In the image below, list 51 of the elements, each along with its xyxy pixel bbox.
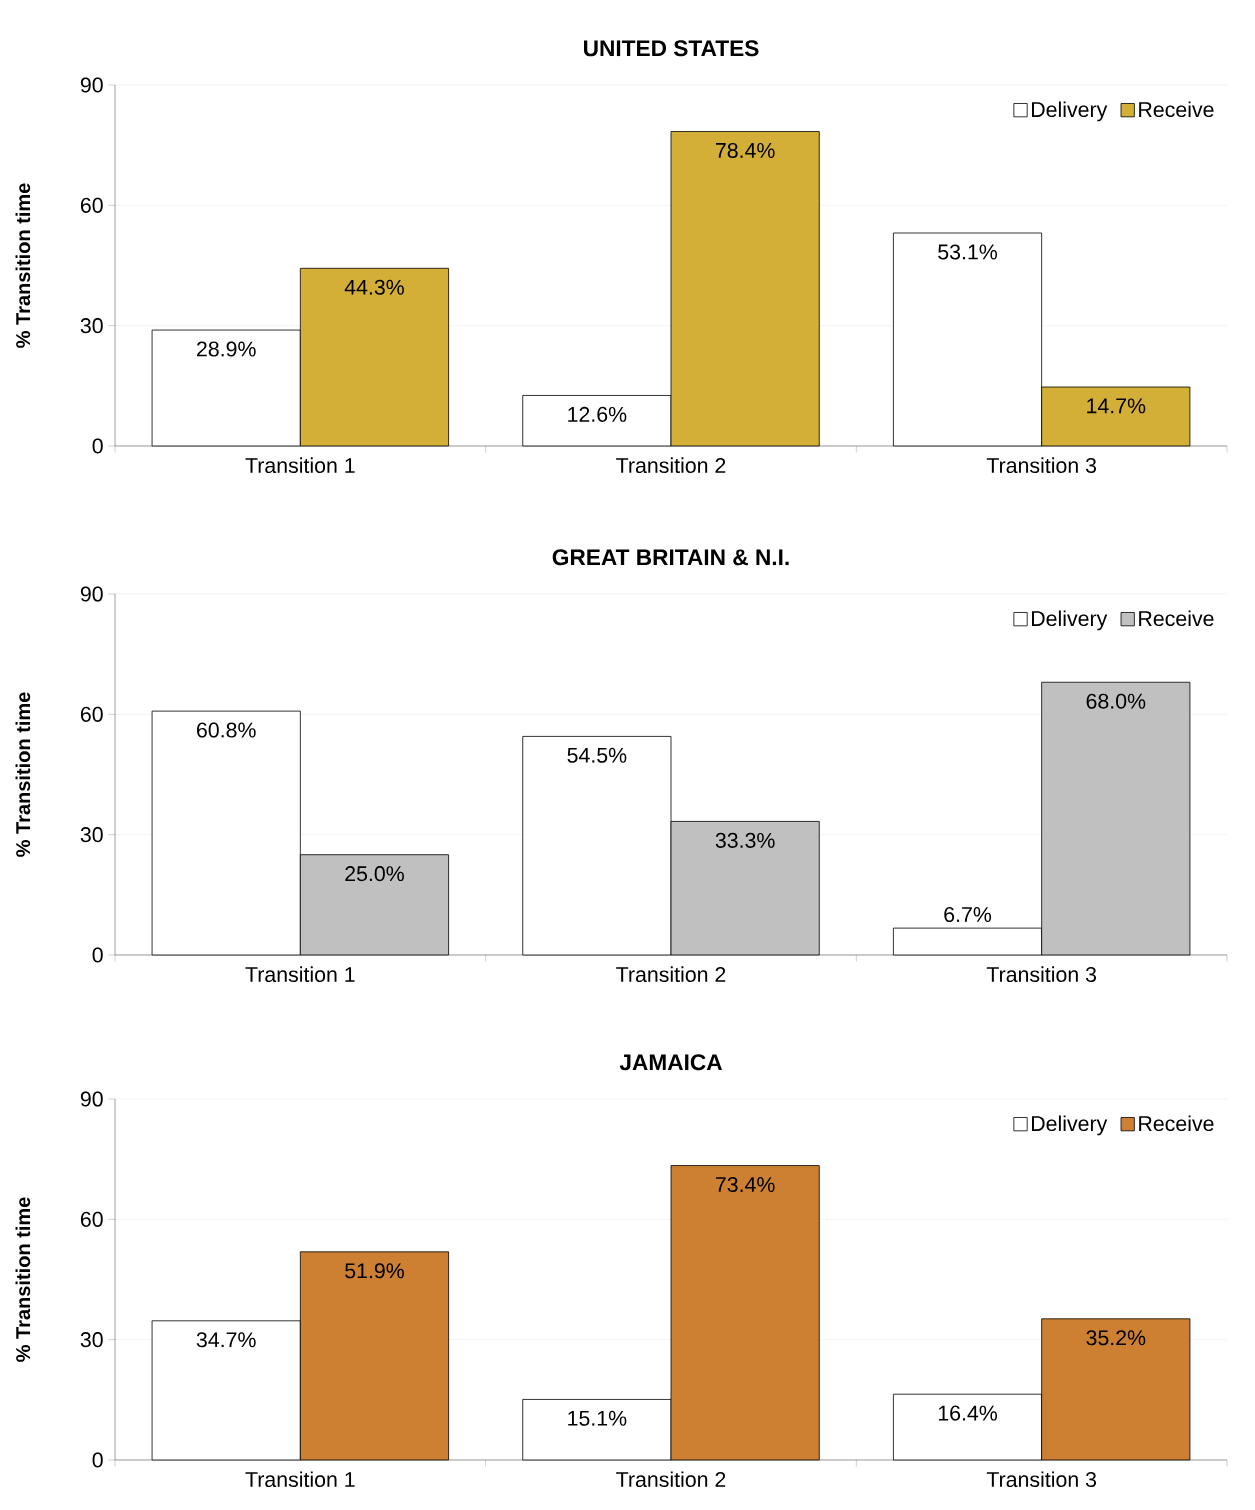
data-label: 12.6%: [568, 406, 627, 422]
y-tick-label: 60: [80, 706, 103, 722]
x-tick-label: Transition 1: [245, 457, 355, 474]
y-tick-label: 30: [80, 827, 103, 843]
x-tick-label: Transition 3: [986, 966, 1097, 983]
data-label: 33.3%: [715, 832, 775, 848]
y-axis-title: % Transition time: [15, 1197, 31, 1362]
data-label: 35.2%: [1086, 1330, 1146, 1346]
legend-label: Receive: [1139, 1115, 1214, 1132]
legend-label: Receive: [1139, 610, 1214, 627]
x-tick-label: Transition 3: [986, 1471, 1097, 1488]
x-tick-label: Transition 1: [245, 966, 355, 983]
x-tick-label: Transition 3: [986, 457, 1097, 474]
chart-title: GREAT BRITAIN & N.I.: [552, 549, 789, 566]
y-tick-label: 60: [80, 1211, 103, 1227]
data-label: 60.8%: [197, 722, 256, 738]
y-tick-label: 60: [80, 197, 103, 213]
y-axis-title: % Transition time: [15, 183, 31, 348]
x-tick-label: Transition 2: [616, 1471, 726, 1488]
x-tick-label: Transition 2: [616, 457, 726, 474]
data-label: 28.9%: [197, 341, 256, 357]
data-label: 16.4%: [938, 1405, 998, 1421]
x-tick-label: Transition 2: [616, 966, 726, 983]
y-tick-label: 90: [80, 77, 103, 93]
y-tick-label: 90: [80, 1091, 103, 1107]
y-tick-label: 30: [80, 1332, 103, 1348]
data-label: 51.9%: [345, 1263, 404, 1279]
y-tick-label: 0: [92, 1452, 103, 1468]
data-label: 54.5%: [567, 747, 627, 763]
data-label: 15.1%: [568, 1410, 627, 1426]
y-tick-label: 0: [92, 438, 103, 454]
legend-label: Receive: [1139, 101, 1214, 118]
y-tick-label: 90: [80, 586, 103, 602]
legend-label: Delivery: [1032, 101, 1108, 122]
data-label: 68.0%: [1086, 693, 1146, 709]
data-label: 78.4%: [715, 142, 775, 159]
y-tick-label: 30: [80, 318, 103, 334]
legend-label: Delivery: [1032, 610, 1108, 631]
y-axis-title: % Transition time: [15, 692, 31, 857]
data-label: 53.1%: [938, 244, 998, 260]
x-tick-label: Transition 1: [245, 1471, 355, 1488]
data-label: 34.7%: [196, 1332, 256, 1348]
data-label: 73.4%: [715, 1176, 775, 1193]
legend-label: Delivery: [1032, 1115, 1108, 1136]
data-label: 14.7%: [1087, 398, 1146, 414]
data-label: 25.0%: [345, 866, 404, 882]
chart-title: UNITED STATES: [584, 40, 759, 57]
chart-title: JAMAICA: [619, 1054, 723, 1071]
data-label: 44.3%: [344, 279, 404, 295]
y-tick-label: 0: [92, 947, 103, 963]
data-label: 6.7%: [944, 906, 992, 923]
